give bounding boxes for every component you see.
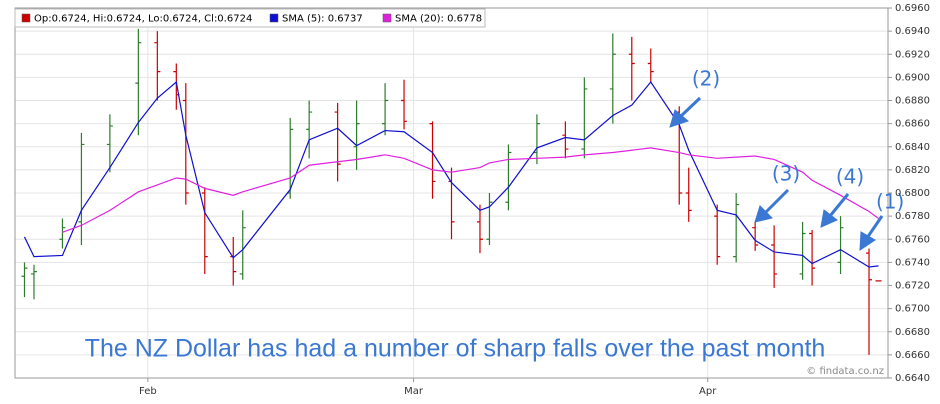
y-tick-label: 0.6860 — [895, 119, 930, 130]
y-tick-label: 0.6840 — [895, 142, 930, 153]
marks — [21, 28, 882, 355]
plot-frame — [14, 7, 889, 379]
ohlc-bar — [866, 248, 873, 355]
y-tick-label: 0.6660 — [895, 350, 930, 361]
legend-swatch — [382, 13, 392, 23]
ohlc-bar — [239, 210, 246, 280]
y-tick-label: 0.6900 — [895, 72, 930, 83]
arrow — [828, 193, 850, 217]
legend: Op:0.6724, Hi:0.6724, Lo:0.6724, Cl:0.67… — [14, 8, 486, 28]
legend-label: SMA (20): 0.6778 — [395, 14, 482, 25]
legend-swatch — [269, 13, 279, 23]
ohlc-bar — [401, 79, 408, 130]
arrow-head — [669, 109, 690, 128]
ohlc-bar — [334, 102, 341, 182]
ohlc-bar — [353, 100, 360, 170]
arrow — [678, 96, 702, 119]
ohlc-bar — [201, 187, 208, 274]
y-tick-label: 0.6880 — [895, 96, 930, 107]
source: © findata.co.nz — [806, 366, 884, 377]
arrows — [669, 96, 884, 251]
ohlc-bar — [476, 204, 483, 254]
ohlc-bar — [685, 167, 692, 222]
ohlc-bar — [182, 83, 189, 205]
ohlc-bar — [30, 264, 37, 300]
y-tick-label: 0.6760 — [895, 234, 930, 245]
y-tick-label: 0.6680 — [895, 327, 930, 338]
arrow — [764, 188, 790, 214]
y-tick-label: 0.6640 — [895, 373, 930, 384]
ohlc-bar — [581, 77, 588, 159]
legend-swatch — [21, 13, 31, 23]
ohlc-bar — [609, 33, 616, 124]
ohlc-bar — [429, 121, 436, 199]
x-tick-label: Mar — [404, 386, 424, 397]
arrow — [865, 215, 884, 239]
ohlc-bar — [505, 144, 512, 211]
ohlc-bar — [486, 193, 493, 246]
legend-label: SMA (5): 0.6737 — [282, 14, 363, 25]
arrow-head — [754, 205, 773, 223]
ohlc-bar — [106, 114, 113, 173]
ohlc-bar — [135, 28, 142, 136]
y-tick-label: 0.6740 — [895, 257, 930, 268]
caption: The NZ Dollar has had a number of sharp … — [85, 335, 826, 363]
ohlc-bar — [809, 230, 816, 286]
legend-box — [14, 8, 486, 28]
y-tick-label: 0.6700 — [895, 304, 930, 315]
ohlc-bar — [154, 31, 161, 101]
sma-line — [62, 147, 879, 233]
annotation: (4) — [836, 165, 864, 189]
annotation: (1) — [876, 190, 904, 214]
x-tick-label: Feb — [139, 386, 157, 397]
arrow-head — [859, 231, 876, 251]
y-tick-label: 0.6960 — [895, 3, 930, 14]
ohlc-bar — [59, 218, 66, 249]
ohlc-bar — [752, 221, 759, 251]
annotation: (2) — [692, 67, 720, 91]
ohlc-bar — [647, 48, 654, 84]
y-tick-label: 0.6820 — [895, 165, 930, 176]
ohlc-bar — [78, 132, 85, 246]
y-tick-label: 0.6920 — [895, 49, 930, 60]
ohlc-bar — [837, 216, 844, 274]
annotation: (3) — [772, 162, 800, 186]
y-tick-label: 0.6940 — [895, 26, 930, 37]
ohlc-bar — [21, 262, 28, 298]
ohlc-bar — [306, 100, 313, 159]
y-tick-label: 0.6720 — [895, 281, 930, 292]
ohlc-bar — [562, 121, 569, 159]
ohlc-bar — [628, 36, 635, 101]
x-tick-label: Apr — [699, 386, 717, 397]
ohlc-bar — [714, 204, 721, 265]
arrow-head — [820, 209, 838, 228]
legend-label: Op:0.6724, Hi:0.6724, Lo:0.6724, Cl:0.67… — [34, 14, 252, 25]
sma-line — [23, 80, 879, 268]
ohlc-bar — [771, 225, 778, 288]
ohlc-bar — [733, 193, 740, 263]
ohlc-bar — [533, 114, 540, 165]
ohlc-bar — [799, 221, 806, 280]
y-tick-label: 0.6800 — [895, 188, 930, 199]
y-tick-label: 0.6780 — [895, 211, 930, 222]
ohlc-bar — [382, 83, 389, 136]
